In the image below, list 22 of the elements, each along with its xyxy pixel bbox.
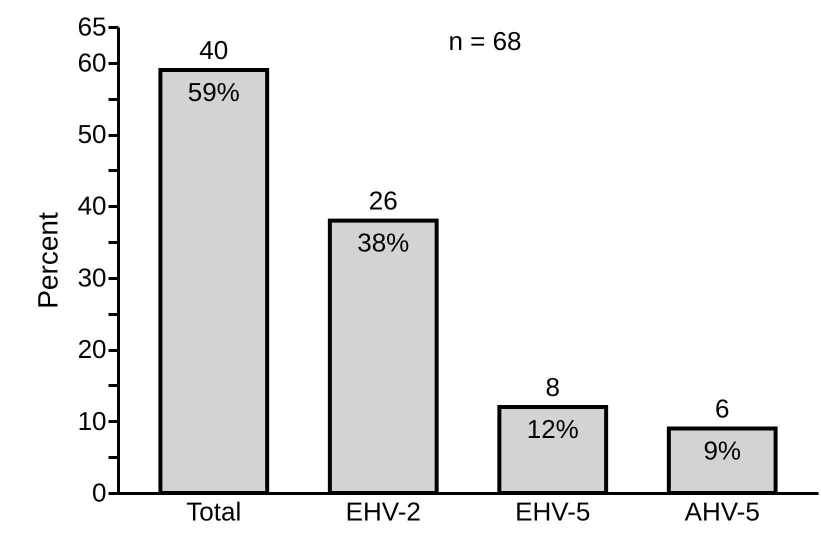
annotation: n = 68 <box>448 26 522 56</box>
annotation: 6 <box>715 393 730 424</box>
y-tick-label: 0 <box>92 478 106 508</box>
data-label: 9% <box>703 435 742 466</box>
x-tick-label: EHV-5 <box>515 496 590 526</box>
y-tick-label: 50 <box>78 119 106 150</box>
y-tick-label: 40 <box>78 190 106 221</box>
data-label: 38% <box>357 228 410 258</box>
y-tick-label: 20 <box>78 334 106 364</box>
data-label: 12% <box>526 414 579 444</box>
y-tick-label: 10 <box>78 406 106 436</box>
y-axis-title: Percent <box>32 212 64 309</box>
annotation: 40 <box>199 35 228 66</box>
annotation: 8 <box>546 372 560 402</box>
x-tick-label: Total <box>186 496 242 526</box>
x-tick-label: AHV-5 <box>684 496 760 526</box>
y-tick-label: 65 <box>78 12 106 42</box>
y-tick-label: 60 <box>78 47 106 78</box>
annotation: 26 <box>368 186 398 216</box>
y-tick-label: 30 <box>78 262 106 292</box>
x-tick-label: EHV-2 <box>346 496 421 526</box>
data-label: 59% <box>188 77 240 108</box>
